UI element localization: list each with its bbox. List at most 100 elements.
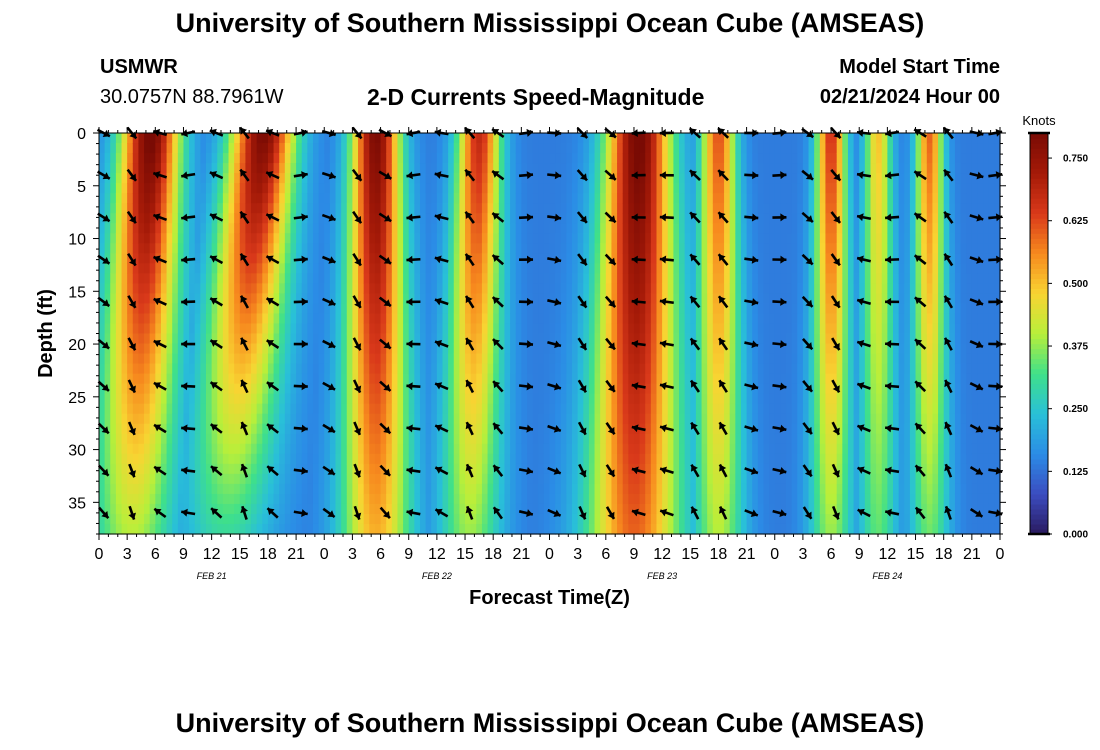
- heatmap-cell: [279, 363, 286, 375]
- heatmap-cell: [160, 443, 168, 455]
- heatmap-cell: [132, 263, 140, 274]
- heatmap-cell: [588, 443, 596, 455]
- heatmap-cell: [572, 473, 579, 485]
- heatmap-cell: [296, 233, 303, 244]
- heatmap-cell: [526, 193, 534, 204]
- heatmap-cell: [504, 323, 511, 335]
- heatmap-cell: [712, 253, 720, 264]
- heatmap-cell: [712, 443, 720, 455]
- heatmap-cell: [172, 463, 179, 475]
- heatmap-cell: [645, 443, 652, 455]
- heatmap-cell: [431, 433, 438, 445]
- heatmap-cell: [780, 383, 787, 395]
- heatmap-cell: [526, 143, 534, 154]
- heatmap-cell: [611, 433, 618, 445]
- heatmap-cell: [448, 183, 455, 194]
- heatmap-cell: [273, 313, 280, 325]
- heatmap-cell: [391, 233, 399, 244]
- heatmap-cell: [510, 393, 517, 405]
- heatmap-cell: [532, 213, 539, 224]
- heatmap-cell: [560, 473, 567, 485]
- heatmap-cell: [667, 453, 674, 465]
- heatmap-cell: [110, 233, 117, 244]
- heatmap-cell: [228, 303, 235, 315]
- heatmap-cell: [735, 323, 742, 335]
- heatmap-cell: [645, 273, 652, 284]
- heatmap-cell: [267, 353, 275, 365]
- heatmap-cell: [296, 163, 303, 174]
- heatmap-cell: [701, 293, 708, 305]
- heatmap-cell: [138, 443, 145, 455]
- heatmap-cell: [408, 473, 415, 485]
- heatmap-cell: [149, 493, 156, 505]
- heatmap-cell: [712, 383, 720, 395]
- heatmap-cell: [459, 473, 466, 485]
- heatmap-cell: [262, 373, 269, 385]
- heatmap-cell: [650, 213, 658, 224]
- heatmap-cell: [521, 503, 528, 515]
- heatmap-cell: [611, 183, 618, 194]
- heatmap-cell: [746, 353, 753, 365]
- heatmap-cell: [695, 233, 703, 244]
- heatmap-cell: [735, 303, 742, 315]
- heatmap-cell: [510, 173, 517, 184]
- heatmap-cell: [369, 143, 376, 154]
- heatmap-cell: [296, 403, 303, 415]
- heatmap-cell: [701, 403, 708, 415]
- heatmap-cell: [572, 303, 579, 315]
- heatmap-cell: [622, 203, 629, 214]
- heatmap-cell: [549, 483, 556, 495]
- heatmap-cell: [442, 493, 449, 505]
- heatmap-cell: [403, 383, 410, 395]
- heatmap-cell: [273, 513, 280, 525]
- heatmap-cell: [526, 353, 534, 365]
- heatmap-cell: [650, 283, 658, 294]
- heatmap-cell: [487, 303, 494, 315]
- heatmap-cell: [549, 403, 556, 415]
- heatmap-cell: [217, 263, 224, 274]
- heatmap-cell: [358, 233, 365, 244]
- heatmap-cell: [724, 313, 731, 325]
- heatmap-cell: [515, 383, 522, 395]
- heatmap-cell: [256, 313, 263, 325]
- heatmap-cell: [369, 253, 376, 264]
- heatmap-cell: [172, 363, 179, 375]
- heatmap-cell: [605, 173, 613, 184]
- heatmap-cell: [487, 183, 494, 194]
- heatmap-cell: [690, 423, 697, 435]
- heatmap-cell: [707, 473, 714, 485]
- heatmap-cell: [104, 473, 111, 485]
- heatmap-cell: [160, 433, 168, 445]
- heatmap-cell: [780, 483, 787, 495]
- heatmap-cell: [205, 273, 213, 284]
- heatmap-cell: [138, 163, 145, 174]
- heatmap-cell: [262, 313, 269, 325]
- heatmap-cell: [791, 273, 798, 284]
- heatmap-cell: [763, 393, 770, 405]
- heatmap-cell: [667, 473, 674, 485]
- heatmap-cell: [172, 193, 179, 204]
- heatmap-cell: [662, 163, 669, 174]
- heatmap-cell: [543, 493, 551, 505]
- heatmap-cell: [521, 293, 528, 305]
- heatmap-cell: [712, 153, 720, 164]
- heatmap-cell: [735, 453, 742, 465]
- heatmap-cell: [690, 443, 697, 455]
- heatmap-cell: [707, 393, 714, 405]
- heatmap-cell: [695, 453, 703, 465]
- heatmap-cell: [318, 463, 325, 475]
- heatmap-cell: [166, 243, 173, 254]
- heatmap-cell: [780, 293, 787, 305]
- heatmap-cell: [403, 233, 410, 244]
- heatmap-cell: [352, 303, 359, 315]
- heatmap-cell: [521, 383, 528, 395]
- heatmap-cell: [166, 143, 173, 154]
- heatmap-cell: [633, 283, 641, 294]
- heatmap-cell: [690, 133, 697, 144]
- heatmap-cell: [701, 343, 708, 355]
- heatmap-cell: [757, 333, 765, 345]
- heatmap-cell: [296, 513, 303, 525]
- heatmap-cell: [662, 513, 669, 525]
- heatmap-cell: [560, 283, 567, 294]
- heatmap-cell: [301, 453, 308, 465]
